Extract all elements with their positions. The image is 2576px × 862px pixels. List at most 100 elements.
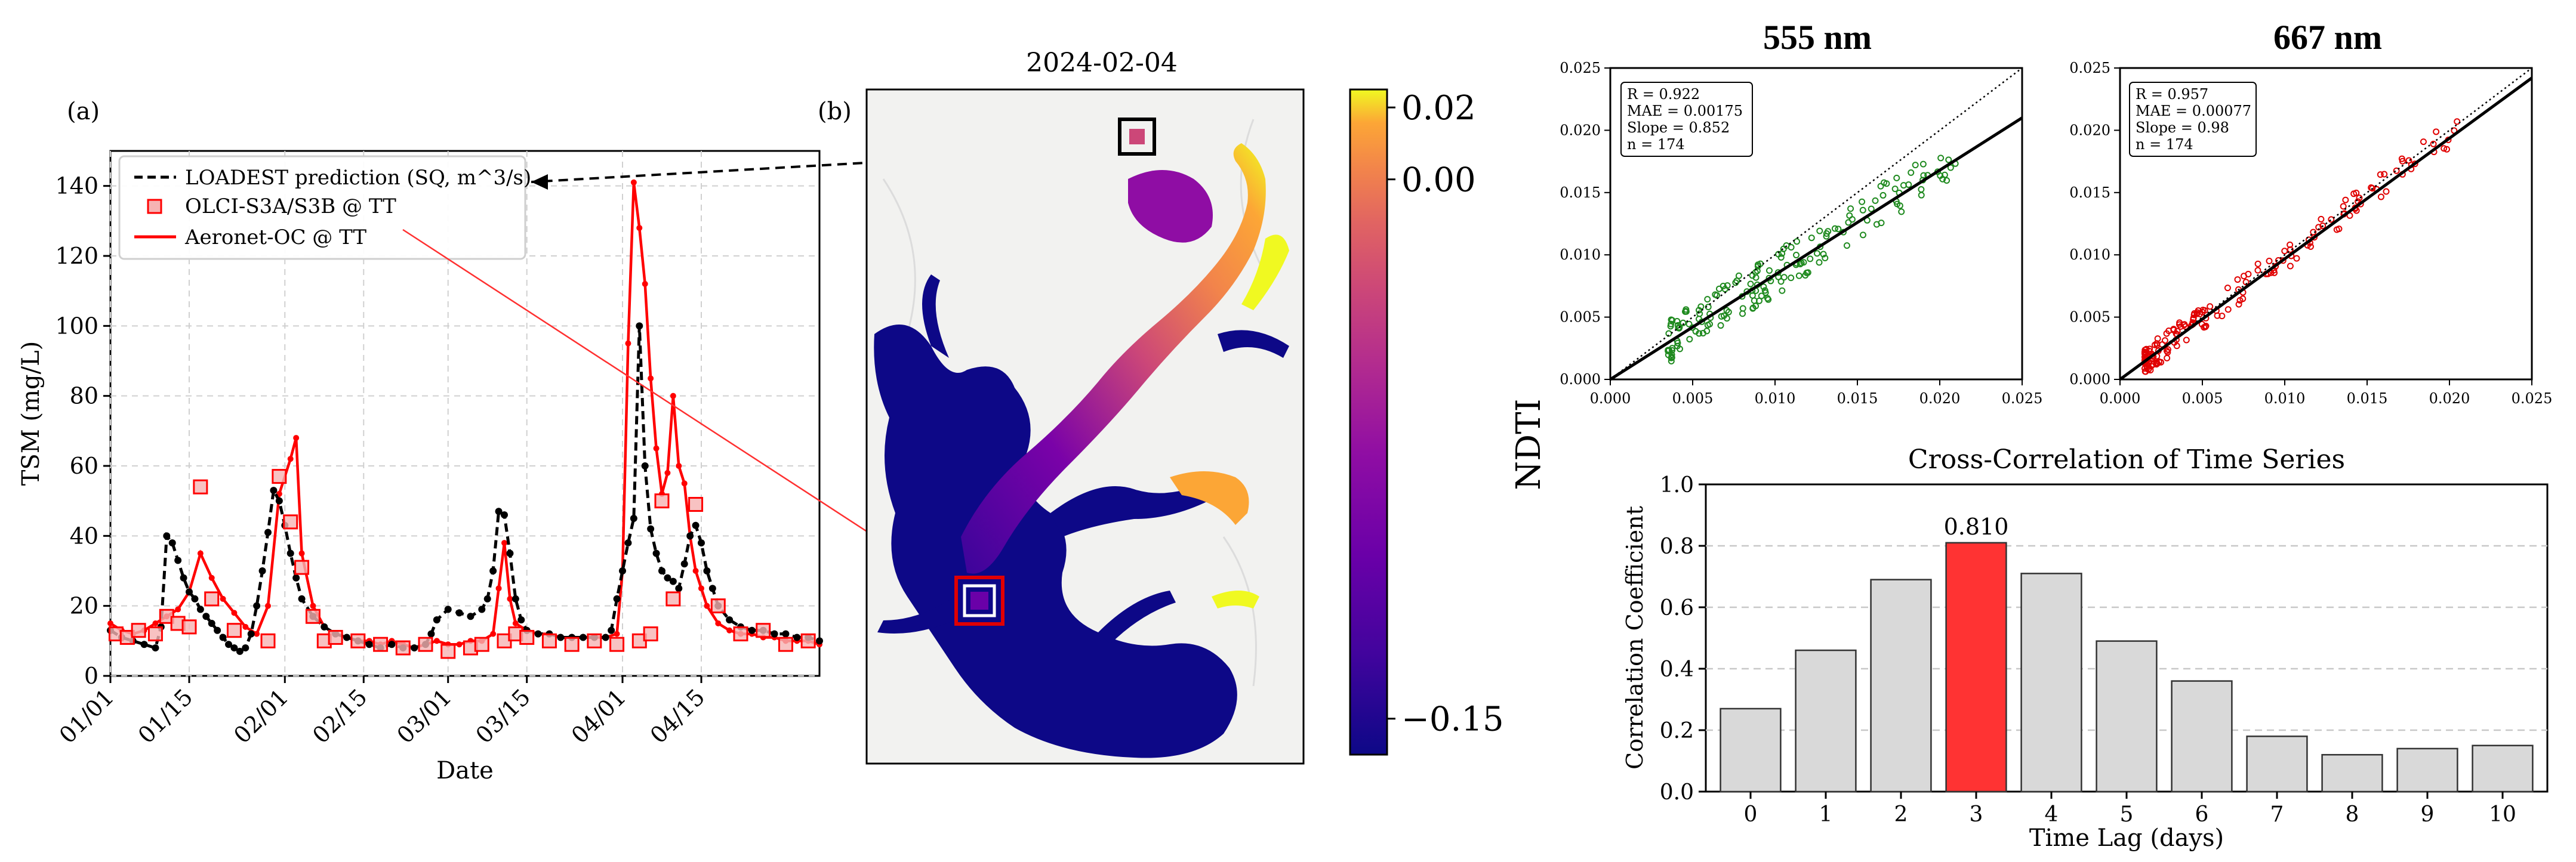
tsm-x-tick-label: 02/15 xyxy=(307,684,372,749)
scatter-point xyxy=(2254,267,2261,274)
olci-point xyxy=(395,640,411,656)
stat-mae-555: MAE = 0.00175 xyxy=(1627,103,1743,119)
loadest-point xyxy=(253,602,261,610)
scatter-point xyxy=(2333,226,2340,233)
loadest-point xyxy=(506,549,514,557)
aeronet-point xyxy=(254,631,260,637)
map-lower-tributary xyxy=(1212,591,1259,608)
scatter-point xyxy=(1720,282,1727,289)
scatter-point xyxy=(2239,295,2247,302)
loadest-point xyxy=(343,634,350,641)
fit-line xyxy=(2119,76,2533,381)
loadest-point xyxy=(664,574,671,582)
scatter-x-tick-label: 0.010 xyxy=(1755,390,1796,407)
legend-swatch-olci xyxy=(147,199,162,214)
aeronet-point xyxy=(726,627,733,634)
scatter-point xyxy=(2281,248,2288,255)
scatter-x-tick-label: 0.020 xyxy=(1919,390,1961,407)
loadest-point xyxy=(669,577,677,585)
stat-r-555: R = 0.922 xyxy=(1627,86,1700,103)
xcorr-y-axis-label: Correlation Coefficient xyxy=(1622,506,1648,770)
tsm-series xyxy=(107,179,823,659)
loadest-point xyxy=(793,634,801,641)
aeronet-point xyxy=(664,469,671,476)
scatter-point xyxy=(2164,349,2171,356)
scatter-point xyxy=(1919,160,1927,168)
tsm-y-tick-label: 80 xyxy=(70,383,98,409)
ndti-axis-label: NDTI xyxy=(1509,398,1548,490)
scatter-point xyxy=(1873,221,1880,228)
scatter-555-ticks: 0.000 0.000 0.005 0.005 0.010 0.010 0.015 0.015… xyxy=(1560,60,2042,407)
scatter-point xyxy=(1845,219,1852,226)
scatter-point xyxy=(1669,347,1676,354)
olci-point xyxy=(147,626,163,642)
olci-point xyxy=(778,637,793,652)
xcorr-bars: 0.810 xyxy=(1720,514,2534,793)
scatter-point xyxy=(2254,260,2261,267)
scatter-point xyxy=(1893,174,1900,181)
loadest-point xyxy=(298,595,306,603)
loadest-point xyxy=(641,462,649,469)
scatter-point xyxy=(1793,252,1800,259)
scatter-point xyxy=(1881,179,1888,186)
olci-point xyxy=(733,626,748,642)
scatter-point xyxy=(1937,155,1945,162)
scatter-point xyxy=(2383,188,2390,195)
scatter-point xyxy=(1667,323,1674,330)
one-to-one-line xyxy=(1610,67,2023,380)
loadest-point xyxy=(140,641,148,648)
scatter-point xyxy=(1939,175,1946,183)
scatter-point xyxy=(2202,323,2209,330)
scatter-point xyxy=(1822,254,1829,261)
scatter-point xyxy=(1686,320,1693,328)
xcorr-bar-highlight xyxy=(1945,542,2007,793)
map-upper-tributary xyxy=(1241,234,1289,310)
scatter-point xyxy=(1754,261,1761,268)
panel-b-label: (b) xyxy=(818,98,852,125)
loadest-point xyxy=(613,595,621,603)
scatter-point xyxy=(1843,242,1850,249)
loadest-point xyxy=(174,557,182,564)
xcorr-bar xyxy=(1870,579,1932,793)
scatter-point xyxy=(1868,205,1875,212)
olci-point xyxy=(665,591,681,607)
aeronet-point xyxy=(625,340,631,347)
scatter-point xyxy=(2235,301,2242,308)
scatter-point xyxy=(2454,118,2461,125)
scatter-x-tick-label: 0.025 xyxy=(2512,390,2553,407)
xcorr-y-tick-label: 0.4 xyxy=(1660,657,1694,682)
scatter-point xyxy=(1668,354,1675,362)
scatter-point xyxy=(2245,270,2252,277)
scatter-point xyxy=(1847,205,1854,212)
legend-label-aeronet: Aeronet-OC @ TT xyxy=(184,225,366,249)
loadest-point xyxy=(517,616,525,624)
scatter-point xyxy=(2340,203,2347,210)
xcorr-ticks: 0.0 0.2 0.4 0.6 0.8 1.0 0 1 2 3 4 5 6 7 8 9 10 xyxy=(1660,473,2516,827)
olci-point xyxy=(564,637,580,652)
loadest-point xyxy=(630,515,637,522)
scatter-555-title: 555 nm xyxy=(1763,18,1872,57)
aeronet-point xyxy=(614,631,620,637)
scatter-x-tick-label: 0.010 xyxy=(2264,390,2306,407)
xcorr-x-tick-label: 1 xyxy=(1819,802,1833,827)
scatter-point xyxy=(2377,193,2384,200)
xcorr-x-axis-label: Time Lag (days) xyxy=(2029,824,2224,852)
scatter-point xyxy=(1754,267,1761,274)
scatter-point xyxy=(1879,191,1887,199)
olci-point xyxy=(204,591,220,607)
loadest-point xyxy=(489,567,497,574)
scatter-y-tick-label: 0.015 xyxy=(1560,184,1601,201)
tsm-y-tick-label: 140 xyxy=(55,173,98,199)
stat-n-667: n = 174 xyxy=(2136,136,2193,153)
loadest-point xyxy=(557,634,565,641)
aeronet-point xyxy=(433,638,440,644)
scatter-point xyxy=(1780,245,1787,252)
loadest-point xyxy=(708,585,716,592)
scatter-point xyxy=(1835,225,1842,233)
loadest-point xyxy=(726,616,734,624)
aeronet-point xyxy=(152,620,159,626)
olci-point xyxy=(305,608,321,624)
loadest-point xyxy=(321,623,328,631)
loadest-point xyxy=(196,605,204,613)
stats-box-667 xyxy=(2129,82,2257,157)
